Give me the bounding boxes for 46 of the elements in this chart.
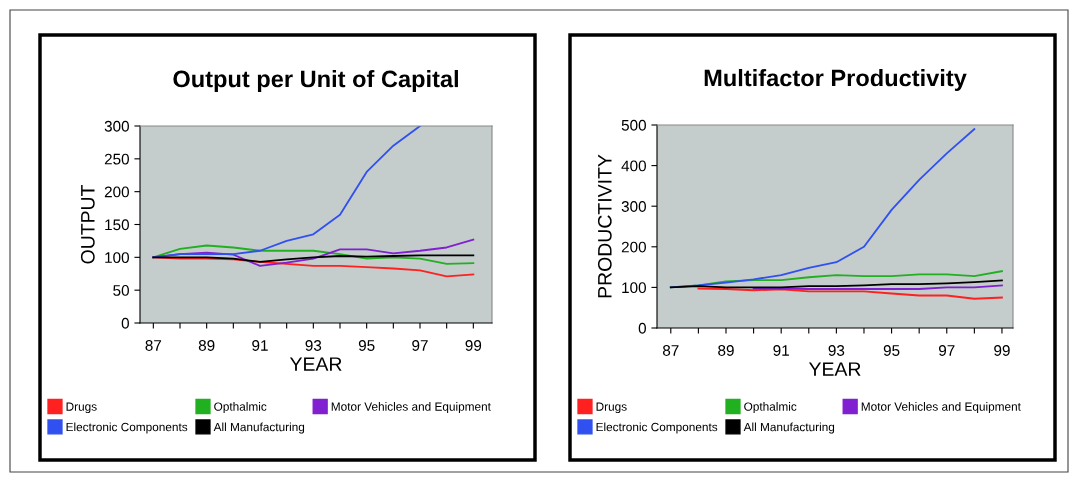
y-tick-label: 400 [621, 160, 646, 172]
y-axis-title: PRODUCTIVITY [597, 154, 612, 298]
x-tick-label: 93 [828, 345, 845, 356]
y-tick-label: 250 [104, 153, 129, 165]
x-tick-label: 95 [358, 340, 375, 351]
legend-label: All Manufacturing [743, 422, 835, 434]
legend-label: Electronic Components [596, 422, 718, 434]
x-tick-label: 87 [145, 340, 162, 351]
x-tick-label: 93 [305, 340, 322, 351]
x-tick-label: 91 [252, 340, 268, 351]
legend-label: All Manufacturing [213, 422, 305, 434]
x-tick-label: 95 [883, 345, 900, 356]
x-tick-label: 89 [198, 340, 215, 351]
x-tick-label: 97 [412, 340, 428, 351]
x-tick-label: 87 [662, 345, 679, 356]
x-axis-title: YEAR [289, 357, 342, 371]
legend-label: Opthalmic [214, 402, 267, 414]
y-tick-label: 300 [621, 201, 646, 212]
y-axis-title: OUTPUT [80, 184, 95, 264]
y-tick-label: 300 [104, 120, 129, 132]
legend-label: Motor Vehicles and Equipment [861, 402, 1021, 414]
y-tick-label: 200 [621, 241, 646, 253]
y-tick-label: 50 [113, 285, 129, 296]
x-tick-label: 89 [718, 345, 734, 356]
y-tick-label: 150 [105, 219, 129, 231]
y-tick-label: 100 [622, 282, 646, 294]
x-axis-title: YEAR [808, 362, 861, 376]
line-series [152, 254, 475, 263]
x-tick-label: 99 [465, 340, 482, 351]
chart-title: Multifactor Productivity [704, 69, 967, 92]
y-tick-label: 0 [638, 322, 646, 334]
chart-title: Output per Unit of Capital [173, 70, 458, 93]
y-tick-label: 500 [621, 119, 646, 131]
legend-label: Motor Vehicles and Equipment [331, 402, 491, 414]
legend-label: Electronic Components [66, 422, 188, 434]
y-tick-label: 100 [105, 252, 129, 264]
line-series [697, 287, 1003, 300]
legend-label: Opthalmic [744, 402, 797, 414]
y-tick-label: 200 [104, 186, 129, 198]
legend-label: Drugs [596, 402, 627, 414]
x-tick-label: 99 [994, 345, 1010, 356]
y-tick-label: 0 [121, 317, 129, 329]
legend-label: Drugs [66, 402, 97, 414]
x-tick-label: 91 [773, 345, 789, 356]
line-series [669, 279, 1003, 289]
x-tick-label: 97 [938, 345, 955, 356]
